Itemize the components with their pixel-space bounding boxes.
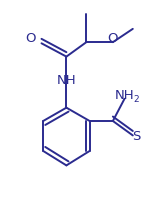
Text: S: S (132, 130, 140, 143)
Text: 2: 2 (133, 95, 139, 104)
Text: NH: NH (115, 89, 134, 101)
Text: O: O (108, 32, 118, 45)
Text: NH: NH (57, 74, 76, 87)
Text: O: O (25, 32, 36, 45)
